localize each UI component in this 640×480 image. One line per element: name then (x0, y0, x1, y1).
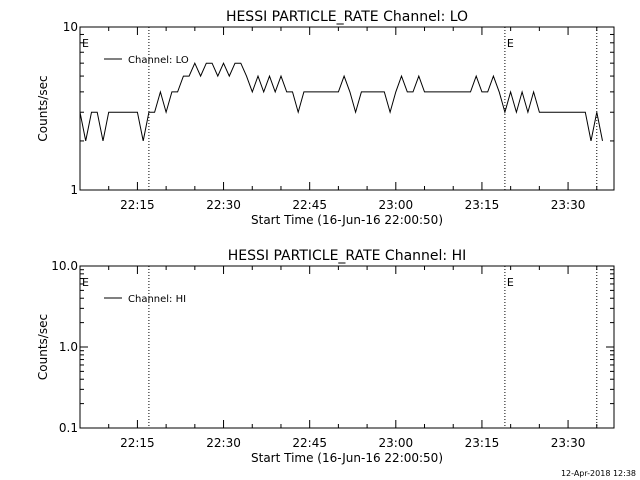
y-tick-label: 10.0 (51, 259, 78, 273)
x-tick-label: 22:30 (206, 198, 241, 212)
panel-hi: HESSI PARTICLE_RATE Channel: HI Counts/se… (36, 248, 615, 465)
event-label: E (507, 37, 514, 50)
plot-frame (79, 265, 615, 429)
x-tick-label: 23:30 (551, 436, 586, 450)
legend-label: Channel: HI (128, 294, 186, 305)
panel-lo: HESSI PARTICLE_RATE Channel: LO Counts/se… (36, 9, 615, 227)
chart-title: HESSI PARTICLE_RATE Channel: LO (226, 9, 468, 25)
y-tick-label: 1 (70, 183, 78, 197)
x-tick-label: 22:30 (206, 436, 241, 450)
x-tick-label: 22:45 (292, 436, 327, 450)
x-tick-label: 23:00 (379, 436, 414, 450)
legend-label: Channel: LO (128, 55, 189, 66)
x-tick-label: 23:15 (465, 198, 500, 212)
x-tick-label: 23:15 (465, 436, 500, 450)
y-axis-label: Counts/sec (36, 75, 50, 141)
chart-title: HESSI PARTICLE_RATE Channel: HI (228, 248, 466, 264)
event-label: E (507, 276, 514, 289)
y-tick-label: 1.0 (59, 340, 78, 354)
x-tick-label: 23:00 (379, 198, 414, 212)
y-axis-label: Counts/sec (36, 314, 50, 380)
x-tick-label: 22:15 (120, 198, 155, 212)
y-tick-label: 0.1 (59, 421, 78, 435)
x-tick-label: 22:45 (292, 198, 327, 212)
x-axis-label: Start Time (16-Jun-16 22:00:50) (251, 451, 443, 465)
event-label: E (82, 276, 89, 289)
x-axis-label: Start Time (16-Jun-16 22:00:50) (251, 213, 443, 227)
footer-timestamp: 12-Apr-2018 12:38 (561, 469, 636, 478)
x-tick-label: 22:15 (120, 436, 155, 450)
x-tick-label: 23:30 (551, 198, 586, 212)
series-line (79, 61, 603, 141)
y-tick-label: 10 (63, 20, 78, 34)
event-label: E (82, 37, 89, 50)
plot-frame (79, 26, 615, 191)
